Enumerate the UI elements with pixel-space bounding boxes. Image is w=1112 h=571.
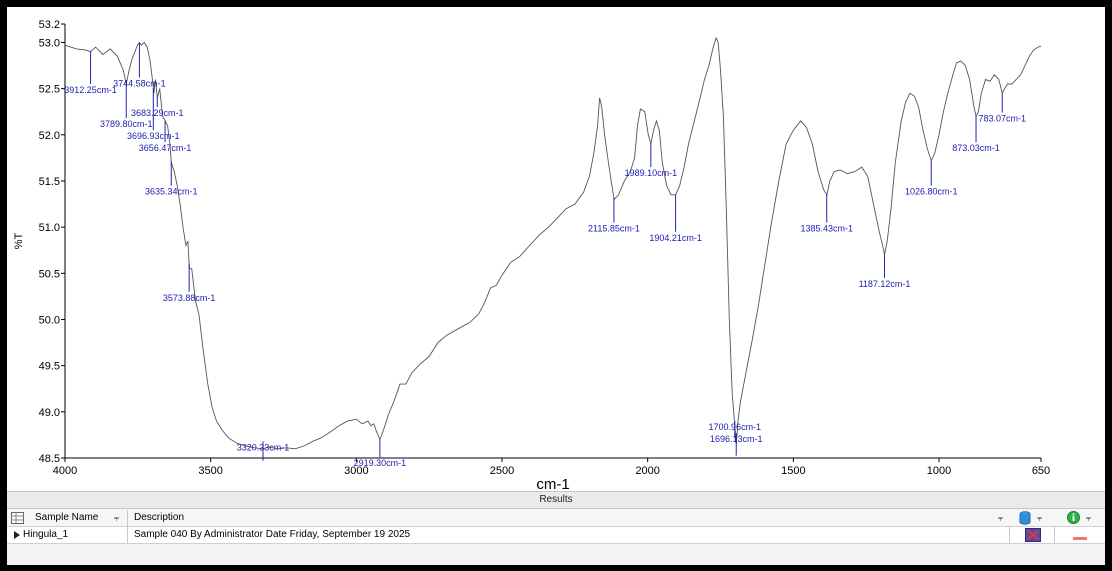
peak-label: 1187.12cm-1 [859, 279, 911, 289]
table-row[interactable]: Hingula_1 Sample 040 By Administrator Da… [7, 527, 1105, 544]
pin-icon[interactable]: ⫧ [998, 513, 1004, 523]
peak-label: 3912.25cm-1 [64, 85, 117, 95]
peak-label: 1026.80cm-1 [905, 187, 958, 197]
peak-label: 873.03cm-1 [952, 143, 1000, 153]
column-header-sample-name[interactable]: Sample Name [35, 512, 99, 523]
grid-icon[interactable] [11, 512, 24, 527]
peak-label: 2115.85cm-1 [588, 224, 640, 234]
spectrum-plot: 48.5 49.0 49.5 50.0 50.5 51.0 51.5 52.0 52.5 53.0… [7, 7, 1105, 489]
peak-label: 3573.88cm-1 [163, 293, 216, 303]
pin-icon[interactable]: ⫧ [1037, 513, 1043, 523]
y-tick-label: 52.0 [39, 130, 60, 142]
peak-label: 1385.43cm-1 [800, 224, 853, 234]
pin-icon[interactable]: ⫧ [114, 513, 120, 523]
peak-label: 1989.10cm-1 [625, 168, 678, 178]
row-pointer-icon [14, 531, 20, 542]
y-tick-label: 53.2 [39, 19, 60, 31]
database-icon[interactable] [1019, 511, 1031, 528]
x-tick-label: 1000 [927, 465, 951, 477]
peak-label: 3683.29cm-1 [131, 108, 184, 118]
stop-icon[interactable] [1025, 528, 1041, 545]
peak-label: 1700.96cm-1 [709, 422, 762, 432]
x-tick-label: 2500 [490, 465, 514, 477]
y-tick-label: 51.0 [39, 222, 60, 234]
peak-label: 3696.93cm-1 [127, 131, 180, 141]
x-tick-label: 650 [1032, 465, 1050, 477]
peak-label: 3744.58cm-1 [113, 79, 166, 89]
x-tick-label: 3000 [344, 465, 368, 477]
peak-label: 1696.13cm-1 [710, 434, 763, 444]
sample-name-cell: Hingula_1 [23, 529, 69, 540]
x-tick-label: 3500 [198, 465, 222, 477]
y-tick-label: 48.5 [39, 453, 60, 465]
x-tick-label: 1500 [781, 465, 805, 477]
y-tick-label: 50.0 [39, 314, 60, 326]
peak-label: 3320.33cm-1 [237, 442, 290, 452]
disabled-icon [1073, 533, 1087, 544]
y-tick-label: 50.5 [39, 268, 60, 280]
y-tick-label: 49.0 [39, 407, 60, 419]
results-grid-header: Sample Name ⫧ Description ⫧ ⫧ ⫧ [7, 510, 1105, 527]
pin-icon[interactable]: ⫧ [1086, 513, 1092, 523]
peak-label: 2919.30cm-1 [354, 458, 407, 468]
app-window: 48.5 49.0 49.5 50.0 50.5 51.0 51.5 52.0 52.5 53.0… [7, 7, 1105, 565]
info-icon[interactable] [1067, 511, 1080, 527]
description-cell: Sample 040 By Administrator Date Friday,… [134, 529, 411, 540]
y-tick-label: 49.5 [39, 361, 60, 373]
column-header-description[interactable]: Description [134, 512, 185, 523]
x-axis-label: cm-1 [536, 476, 569, 489]
y-tick-label: 51.5 [39, 176, 60, 188]
peak-label: 3635.34cm-1 [145, 187, 198, 197]
peak-label: 783.07cm-1 [978, 114, 1026, 124]
peak-label: 1904.21cm-1 [649, 233, 702, 243]
y-tick-label: 53.0 [39, 37, 60, 49]
y-axis-label: %T [13, 232, 25, 249]
y-tick-label: 52.5 [39, 84, 60, 96]
peak-label: 3789.80cm-1 [100, 119, 153, 129]
results-title: Results [7, 492, 1105, 509]
results-panel: Results Sample Name ⫧ Description ⫧ ⫧ ⫧ … [7, 491, 1105, 565]
peak-label: 3656.47cm-1 [139, 143, 192, 153]
x-tick-label: 4000 [53, 465, 77, 477]
ir-spectrum-chart: 48.5 49.0 49.5 50.0 50.5 51.0 51.5 52.0 52.5 53.0… [13, 19, 1050, 489]
x-tick-label: 2000 [635, 465, 659, 477]
spectrum-line [64, 36, 1042, 450]
